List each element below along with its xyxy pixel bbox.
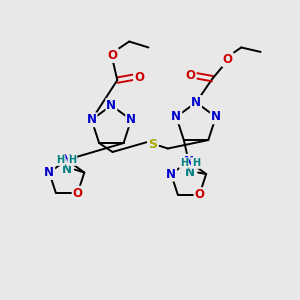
Text: O: O [186,69,196,82]
Text: O: O [108,49,118,62]
Text: N: N [184,155,194,168]
Text: H: H [180,158,188,168]
Text: O: O [194,188,205,201]
Text: N: N [106,99,116,112]
Text: O: O [223,53,233,66]
Text: N: N [191,96,201,109]
Text: N: N [185,166,195,179]
Text: O: O [73,187,82,200]
Text: H: H [56,155,64,165]
Text: H: H [192,158,200,168]
Text: S: S [148,138,158,151]
Text: N: N [171,110,181,123]
Text: N: N [62,153,72,166]
Text: N: N [126,113,136,126]
Text: N: N [166,167,176,181]
Text: H: H [68,155,76,165]
Text: N: N [87,113,97,126]
Text: N: N [211,110,221,123]
Text: N: N [44,166,54,179]
Text: O: O [134,71,144,84]
Text: N: N [61,163,71,176]
